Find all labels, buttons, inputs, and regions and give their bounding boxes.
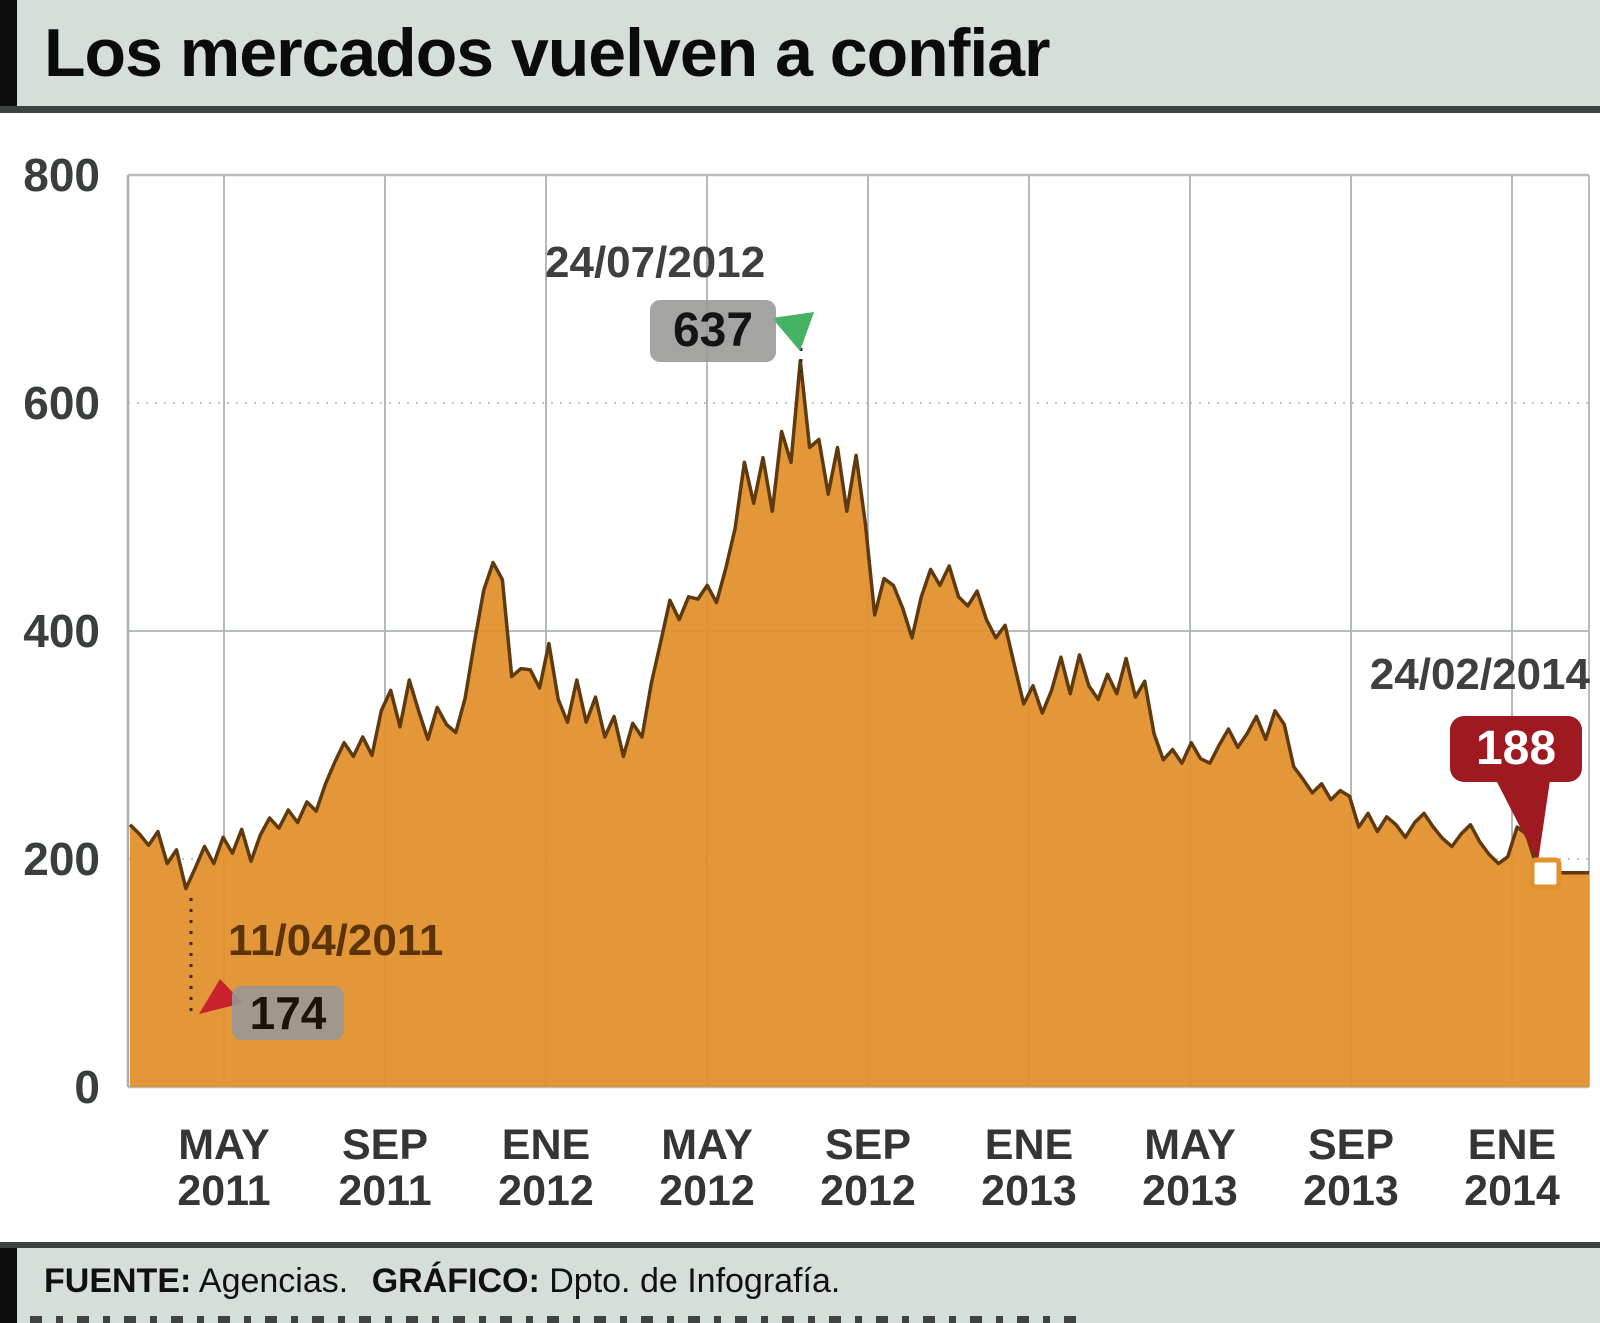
footer-divider [0, 1242, 1600, 1248]
cropped-text-remnant [30, 1316, 1090, 1323]
area-fill [130, 360, 1589, 1087]
green-down-arrow-icon [772, 312, 814, 351]
source-value: Agencias. [198, 1262, 349, 1300]
low-date-label: 11/04/2011 [228, 916, 444, 965]
x-tick-sep-2011: SEP 2011 [338, 1121, 432, 1215]
x-tick-sep-2012: SEP 2012 [820, 1121, 916, 1215]
x-tick-may-2011: MAY 2011 [177, 1121, 271, 1215]
low-value-badge: 174 [232, 986, 344, 1040]
x-tick-sep-2013: SEP 2013 [1303, 1121, 1399, 1215]
x-tick-may-2013: MAY 2013 [1142, 1121, 1238, 1215]
x-tick-ene-2013: ENE 2013 [981, 1121, 1077, 1215]
footer-credits: FUENTE: Agencias. GRÁFICO: Dpto. de Info… [44, 1262, 854, 1301]
x-tick-ene-2014: ENE 2014 [1464, 1121, 1560, 1215]
x-tick-may-2012: MAY 2012 [659, 1121, 755, 1215]
y-tick-400: 400 [23, 605, 100, 657]
title-accent-bar [0, 0, 17, 106]
y-tick-0: 0 [74, 1061, 100, 1113]
footer-band: FUENTE: Agencias. GRÁFICO: Dpto. de Info… [0, 1248, 1600, 1323]
graphic-value: Dpto. de Infografía. [549, 1262, 841, 1300]
peak-value-badge: 637 [650, 300, 776, 362]
source-label: FUENTE: [44, 1262, 192, 1300]
callout-pointer [1496, 780, 1550, 862]
y-tick-200: 200 [23, 833, 100, 885]
page-title: Los mercados vuelven a confiar [44, 15, 1051, 91]
graphic-label: GRÁFICO: [371, 1262, 540, 1300]
y-tick-800: 800 [23, 149, 100, 201]
title-divider [0, 106, 1600, 113]
area-outline [128, 359, 1589, 891]
y-tick-600: 600 [23, 377, 100, 429]
title-band [0, 0, 1600, 106]
peak-date-label: 24/07/2012 [545, 238, 766, 287]
last-value-balloon: 188 [1450, 716, 1582, 782]
x-tick-ene-2012: ENE 2012 [498, 1121, 594, 1215]
footer-accent-bar [0, 1248, 17, 1323]
end-marker [1529, 857, 1562, 890]
last-date-label: 24/02/2014 [1369, 650, 1590, 699]
